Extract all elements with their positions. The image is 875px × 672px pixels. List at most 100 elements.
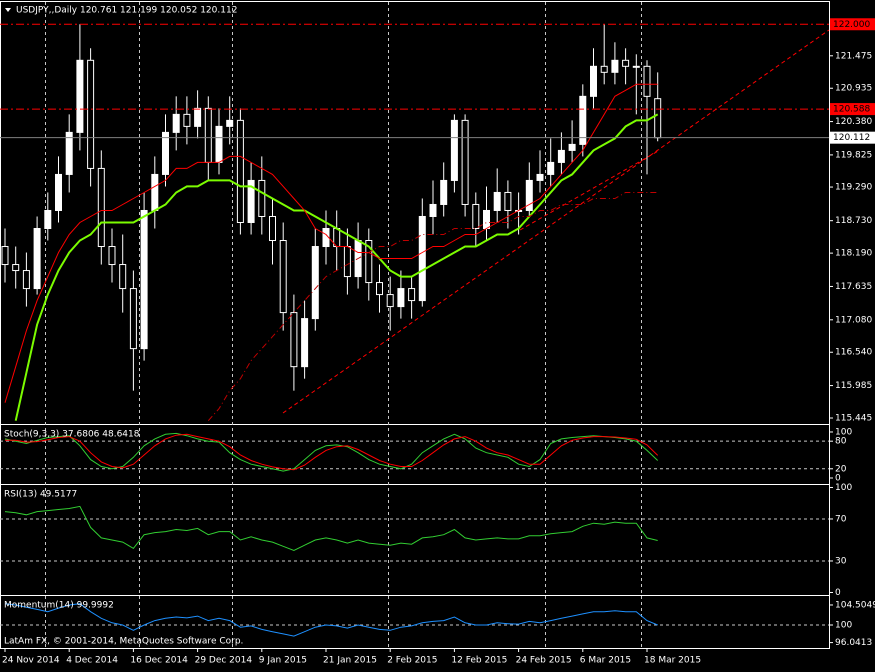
- candle-body: [408, 288, 416, 302]
- candle-body: [557, 149, 565, 163]
- candle-body: [440, 179, 448, 205]
- x-tick-label: 6 Mar 2015: [580, 656, 631, 666]
- x-tick-label: 24 Nov 2014: [2, 656, 60, 666]
- candle-body: [536, 173, 544, 181]
- candle-body: [194, 107, 202, 127]
- candle-body: [311, 246, 319, 320]
- candle-body: [22, 270, 30, 290]
- level-label: 120.588: [833, 105, 870, 115]
- candle-body: [301, 318, 309, 368]
- candle-body: [1, 246, 9, 266]
- y-tick-label: 100: [835, 427, 852, 437]
- candle-body: [493, 191, 501, 211]
- x-tick-label: 9 Jan 2015: [259, 656, 307, 666]
- candle-body: [654, 98, 662, 139]
- candle-body: [483, 209, 490, 229]
- candle-body: [269, 215, 276, 242]
- indicator-line: [4, 83, 658, 403]
- candle-body: [525, 179, 533, 211]
- candle-body: [247, 179, 255, 223]
- y-tick-label: 118.730: [835, 216, 872, 226]
- x-tick-label: 4 Dec 2014: [66, 656, 118, 666]
- x-tick-label: 21 Jan 2015: [323, 656, 377, 666]
- candle-body: [547, 161, 555, 175]
- level-label-box: [830, 103, 875, 116]
- y-tick-label: 104.5049: [835, 600, 875, 610]
- candle-body: [87, 59, 95, 169]
- candle-body: [44, 209, 52, 229]
- candle-body: [108, 246, 116, 266]
- y-tick-label: 80: [835, 437, 847, 447]
- level-label-box: [830, 18, 875, 31]
- candle-body: [568, 143, 576, 151]
- candle-body: [386, 294, 394, 308]
- trendline: [519, 149, 661, 231]
- candle-body: [622, 59, 630, 67]
- indicator-title: Stoch(9,3,3) 37.6806 48.6418: [4, 430, 140, 440]
- collapse-arrow[interactable]: [5, 8, 11, 12]
- y-tick-label: 119.290: [835, 183, 872, 193]
- candle-body: [461, 119, 469, 205]
- candle-body: [279, 240, 287, 314]
- candle-body: [365, 240, 373, 284]
- indicator-line: [207, 192, 658, 422]
- x-tick-label: 16 Dec 2014: [130, 656, 188, 666]
- candle-body: [129, 288, 137, 350]
- indicator-line: [14, 113, 659, 421]
- y-tick-label: 118.190: [835, 249, 872, 259]
- candle-body: [226, 119, 234, 127]
- y-tick-label: 96.0413: [835, 638, 872, 648]
- x-tick-label: 2 Feb 2015: [387, 656, 437, 666]
- trendlines: [282, 29, 830, 414]
- x-tick-label: 29 Dec 2014: [195, 656, 253, 666]
- copyright: LatAm FX, © 2001-2014, MetaQuotes Softwa…: [4, 637, 243, 647]
- candle-body: [204, 107, 212, 163]
- candle-body: [579, 95, 587, 145]
- candle-body: [76, 59, 84, 133]
- y-tick-label: 120.380: [835, 117, 872, 127]
- candle-body: [183, 113, 191, 127]
- y-tick-label: 100: [835, 621, 852, 631]
- chart-title: USDJPY,,Daily 120.761 121.199 120.052 12…: [16, 6, 237, 16]
- candle-body: [600, 65, 608, 73]
- last-price-box: [830, 131, 875, 144]
- y-tick-label: 121.475: [835, 51, 872, 61]
- indicator-title: RSI(13) 49.5177: [4, 490, 77, 500]
- candle-body: [343, 246, 351, 278]
- y-tick-label: 30: [835, 556, 847, 566]
- candle-body: [215, 125, 223, 163]
- candle-body: [290, 312, 298, 368]
- candle-body: [429, 203, 437, 217]
- last-price-label: 120.112: [833, 133, 870, 143]
- y-tick-label: 0: [835, 473, 841, 483]
- candle-body: [472, 203, 480, 229]
- candle-body: [162, 131, 169, 175]
- trendline: [282, 29, 830, 414]
- y-tick-label: 120.935: [835, 84, 872, 94]
- y-tick-label: 20: [835, 464, 847, 474]
- candle-body: [172, 113, 180, 133]
- candle-body: [12, 264, 20, 272]
- candle-body: [590, 65, 597, 97]
- candle-body: [504, 191, 512, 211]
- y-tick-label: 117.080: [835, 315, 872, 325]
- candle-body: [33, 227, 41, 290]
- candle-body: [643, 65, 651, 97]
- indicator-line: [4, 603, 658, 637]
- level-label: 122.000: [833, 20, 870, 30]
- candle-body: [65, 131, 73, 175]
- x-tick-label: 12 Feb 2015: [451, 656, 507, 666]
- x-tick-label: 24 Feb 2015: [516, 656, 572, 666]
- indicator-line: [4, 505, 658, 552]
- x-tick-label: 18 Mar 2015: [644, 656, 701, 666]
- candle-body: [97, 167, 105, 248]
- candle-body: [376, 282, 383, 296]
- candle-body: [632, 65, 640, 68]
- candle-body: [397, 288, 405, 308]
- candle-body: [611, 59, 619, 73]
- candle-body: [119, 264, 127, 290]
- y-tick-label: 100: [835, 483, 852, 493]
- y-tick-label: 115.445: [835, 414, 872, 424]
